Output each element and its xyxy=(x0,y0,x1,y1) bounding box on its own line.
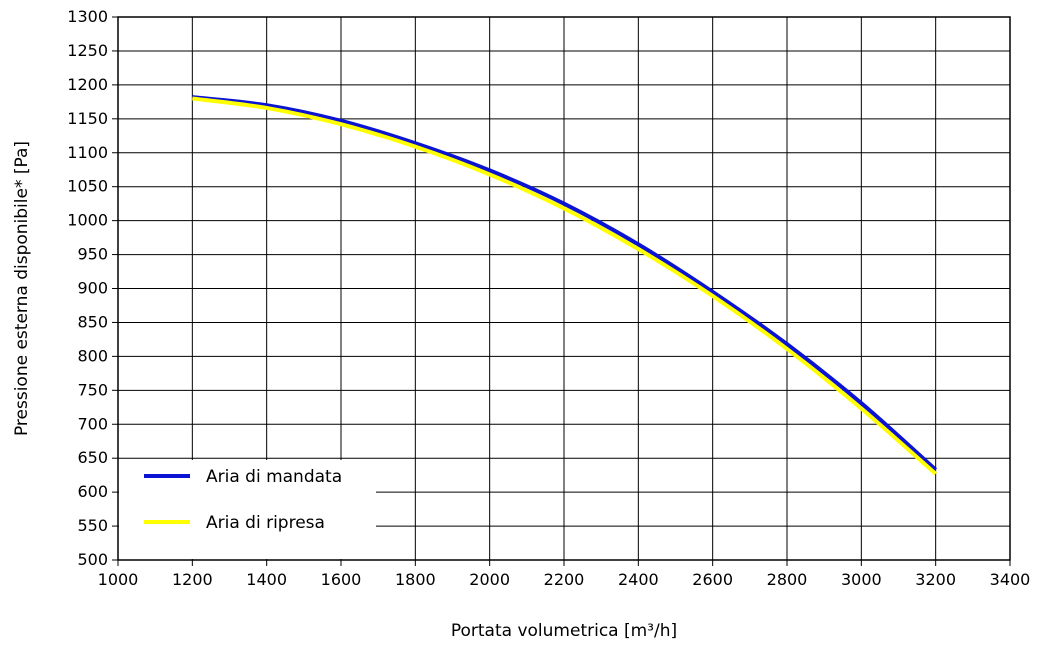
x-tick-label: 3400 xyxy=(990,570,1031,589)
x-tick-label: 1600 xyxy=(321,570,362,589)
y-tick-label: 900 xyxy=(77,279,108,298)
y-axis-label: Pressione esterna disponibile* [Pa] xyxy=(12,141,32,436)
x-tick-label: 2200 xyxy=(544,570,585,589)
x-tick-label: 1400 xyxy=(246,570,287,589)
y-tick-label: 800 xyxy=(77,346,108,365)
x-tick-label: 2000 xyxy=(469,570,510,589)
x-tick-label: 2600 xyxy=(692,570,733,589)
x-axis-ticks: 1000 1200 1400 1600 1800 2000 2200 2400 2600 2800… xyxy=(98,560,1031,589)
y-tick-label: 850 xyxy=(77,312,108,331)
y-axis-ticks: 500 550 600 650 700 750 800 850 900 950 1000 1050 11… xyxy=(67,7,118,569)
x-tick-label: 1000 xyxy=(98,570,139,589)
y-tick-label: 1300 xyxy=(67,7,108,26)
y-tick-label: 950 xyxy=(77,245,108,264)
legend-label-aria-di-mandata: Aria di mandata xyxy=(206,467,342,487)
x-tick-label: 1200 xyxy=(172,570,213,589)
x-tick-label: 2400 xyxy=(618,570,659,589)
y-tick-label: 1000 xyxy=(67,211,108,230)
series-line-aria-di-ripresa xyxy=(192,96,937,476)
y-tick-label: 700 xyxy=(77,414,108,433)
y-tick-label: 1200 xyxy=(67,75,108,94)
legend: Aria di mandata Aria di ripresa xyxy=(119,460,376,559)
x-tick-label: 3200 xyxy=(915,570,956,589)
y-tick-label: 1050 xyxy=(67,177,108,196)
y-tick-label: 750 xyxy=(77,380,108,399)
x-axis-label: Portata volumetrica [m³/h] xyxy=(451,621,677,641)
series-layer xyxy=(192,95,938,476)
y-tick-label: 1150 xyxy=(67,109,108,128)
y-tick-label: 500 xyxy=(77,550,108,569)
x-tick-label: 1800 xyxy=(395,570,436,589)
series-line-aria-di-mandata xyxy=(192,95,938,472)
legend-label-aria-di-ripresa: Aria di ripresa xyxy=(206,513,325,533)
y-tick-label: 1250 xyxy=(67,41,108,60)
y-tick-label: 600 xyxy=(77,482,108,501)
x-tick-label: 3000 xyxy=(841,570,882,589)
x-tick-label: 2800 xyxy=(767,570,808,589)
y-tick-label: 1100 xyxy=(67,143,108,162)
y-tick-label: 550 xyxy=(77,516,108,535)
y-tick-label: 650 xyxy=(77,448,108,467)
